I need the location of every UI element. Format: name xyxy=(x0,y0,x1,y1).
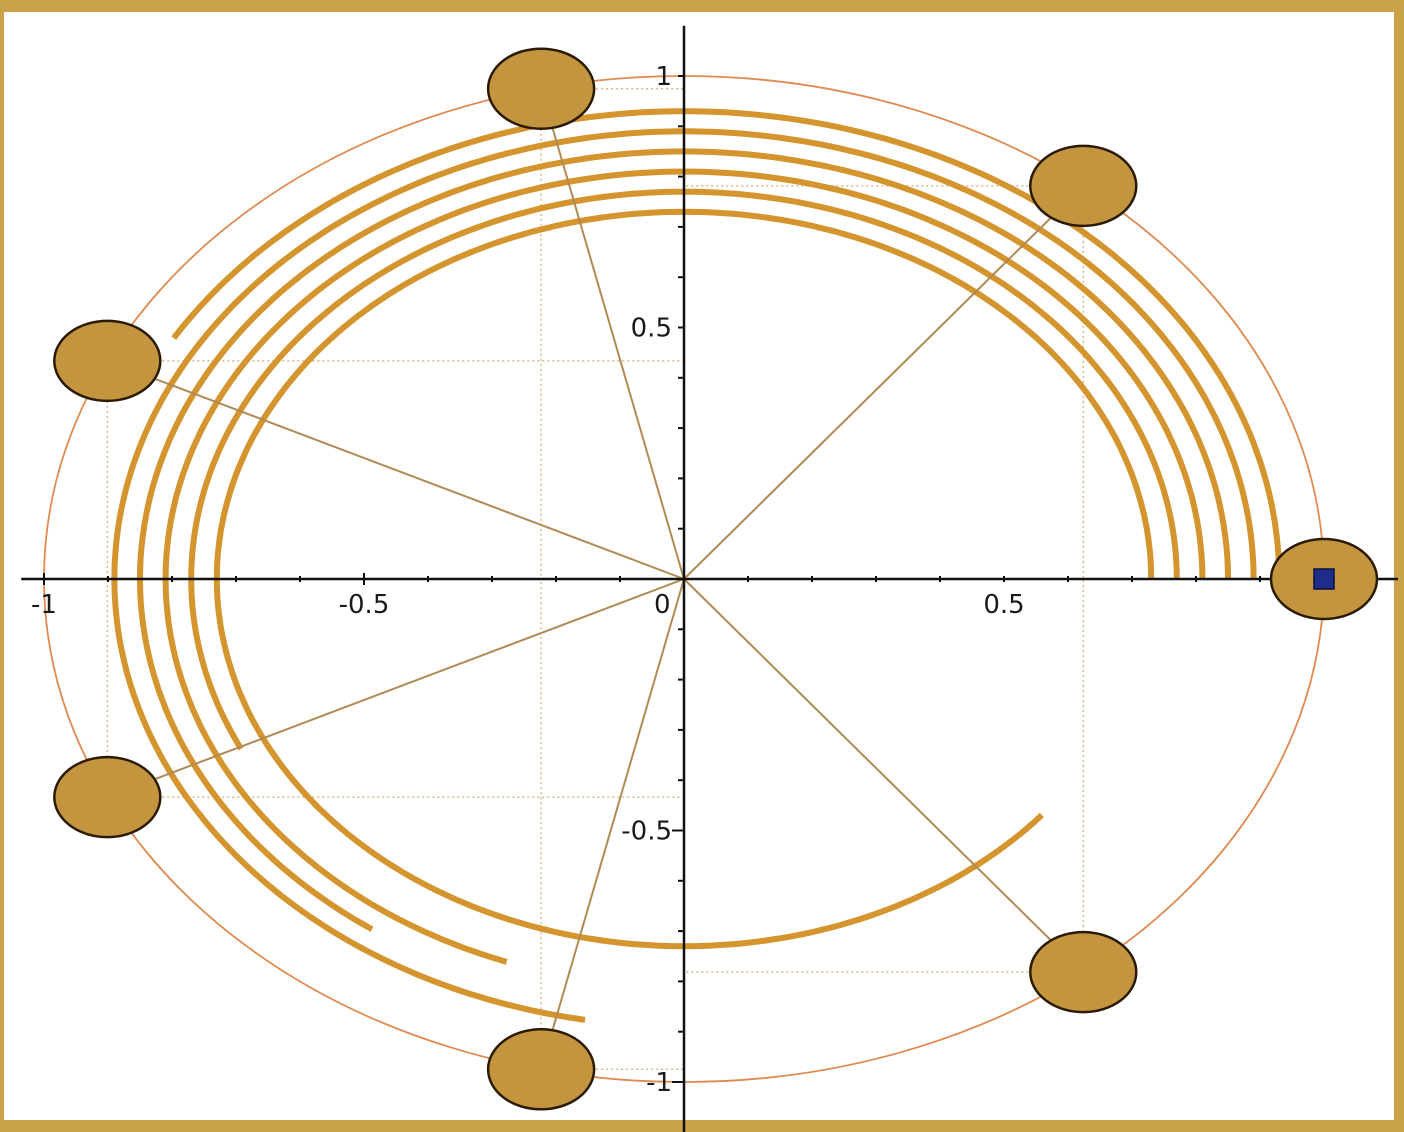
spiral-arc-3 xyxy=(162,168,1206,965)
x-tick-label: 0.5 xyxy=(983,590,1024,620)
x-tick-label: -0.5 xyxy=(339,590,390,620)
spoke-3 xyxy=(106,359,685,580)
disk-marker-square xyxy=(1313,568,1335,590)
y-tick-label: 1 xyxy=(655,62,672,92)
y-tick-label: -0.5 xyxy=(621,817,672,847)
disk-4 xyxy=(53,755,162,839)
disks xyxy=(53,47,1379,1111)
disk-2 xyxy=(486,47,596,130)
spoke-1 xyxy=(683,185,1084,580)
axes xyxy=(21,25,1398,1132)
y-tick-label: 0.5 xyxy=(631,314,672,344)
y-tick-label: -1 xyxy=(646,1068,672,1098)
unit-circle-diagram: -1-0.500.5110.5-0.5-1 xyxy=(21,25,1398,1132)
spiral-arc-0 xyxy=(171,108,1283,580)
disk-3 xyxy=(53,319,162,403)
x-tick-label: -1 xyxy=(31,590,57,620)
spiral-arc-5 xyxy=(213,208,1155,950)
spoke-6 xyxy=(683,578,1084,973)
disk-1 xyxy=(1029,144,1138,228)
disk-5 xyxy=(486,1028,596,1111)
spoke-4 xyxy=(106,578,685,799)
spiral-arc-1 xyxy=(111,128,1257,1023)
spiral-arc-2 xyxy=(136,148,1231,932)
projection-guides xyxy=(106,87,1085,1071)
disk-6 xyxy=(1029,930,1138,1014)
spoke-2 xyxy=(540,88,685,580)
spoke-5 xyxy=(540,578,685,1070)
x-tick-label: 0 xyxy=(654,590,671,620)
